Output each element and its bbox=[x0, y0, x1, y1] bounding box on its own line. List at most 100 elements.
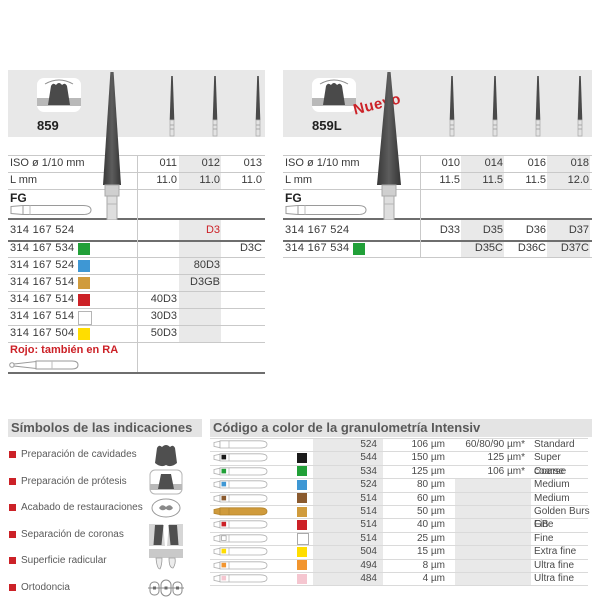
grit-row-divider bbox=[210, 585, 588, 587]
order-code: 314 167 534 bbox=[285, 242, 350, 254]
row-divider bbox=[283, 155, 592, 156]
grit-shank-icon bbox=[213, 493, 268, 502]
symbol-item: Acabado de restauraciones bbox=[8, 495, 202, 522]
red-bullet bbox=[9, 530, 16, 538]
grit-color-square bbox=[297, 479, 307, 490]
product-ref: D37C bbox=[560, 242, 589, 254]
symbol-label: Separación de coronas bbox=[21, 528, 124, 540]
grit-shank-icon bbox=[213, 467, 268, 476]
grit-row-divider bbox=[210, 478, 588, 480]
symbols-section: Símbolos de las indicaciones Preparación… bbox=[8, 419, 202, 600]
product-ref: 50D3 bbox=[150, 327, 177, 339]
symbols-section-title: Símbolos de las indicaciones bbox=[8, 419, 202, 437]
grit-shank-icon bbox=[213, 560, 268, 569]
grit-row-divider bbox=[210, 505, 588, 506]
grit-shank-icon bbox=[213, 440, 268, 449]
product-ref: D3 bbox=[205, 224, 220, 236]
length-value: 12.0 bbox=[567, 174, 589, 186]
product-ref: 80D3 bbox=[193, 259, 220, 271]
grit-grain-size: 4 µm bbox=[422, 573, 445, 584]
restoration-finishing-icon bbox=[148, 495, 184, 526]
grit-code: 524 bbox=[360, 479, 377, 491]
iso-row-label: ISO ø 1/10 mm bbox=[285, 157, 360, 169]
length-row-label: L mm bbox=[285, 174, 313, 186]
iso-row-label: ISO ø 1/10 mm bbox=[10, 157, 85, 169]
small-bur-image bbox=[535, 76, 541, 137]
grit-color-square bbox=[78, 293, 90, 306]
grit-equivalent-size: 125 µm* bbox=[487, 452, 525, 464]
grit-color-square bbox=[78, 259, 90, 272]
grit-row: 514 25 µm Fine bbox=[210, 532, 592, 546]
symbol-item: Preparación de prótesis bbox=[8, 469, 202, 496]
grit-grain-size: 25 µm bbox=[417, 532, 445, 544]
crown-separation-icon bbox=[148, 522, 184, 553]
grit-row-divider bbox=[210, 438, 588, 439]
grit-row: 524 106 µm 60/80/90 µm* Standard bbox=[210, 438, 592, 451]
grit-code: 494 bbox=[360, 559, 377, 571]
product-ref: D3GB bbox=[190, 276, 220, 288]
grit-code: 524 bbox=[360, 439, 377, 450]
column-divider bbox=[137, 155, 138, 372]
bur-image bbox=[377, 72, 401, 220]
product-ref: D3C bbox=[239, 242, 262, 254]
grit-color-square bbox=[297, 506, 307, 517]
grit-shank-icon bbox=[213, 480, 268, 489]
iso-value: 010 bbox=[441, 157, 460, 169]
grit-row: 514 40 µm Fine bbox=[210, 518, 592, 531]
symbol-label: Ortodoncia bbox=[21, 581, 70, 593]
grit-color-square bbox=[78, 276, 90, 289]
grit-name: Medium bbox=[534, 492, 570, 504]
grit-code: 514 bbox=[360, 532, 377, 544]
red-bullet bbox=[9, 583, 16, 591]
product-ref: D36 bbox=[525, 224, 546, 236]
grit-row: 534 125 µm 106 µm* Coarse bbox=[210, 465, 592, 478]
grit-name: Ultra fine bbox=[534, 573, 575, 584]
product-ref: D36C bbox=[517, 242, 546, 254]
product-ref: D35 bbox=[482, 224, 503, 236]
iso-value: 014 bbox=[484, 157, 503, 169]
grit-code: 544 bbox=[360, 452, 377, 464]
grit-grain-size: 8 µm bbox=[422, 559, 445, 571]
panel-title: 859 bbox=[37, 118, 59, 133]
row-divider bbox=[283, 172, 592, 173]
grit-color-square bbox=[297, 573, 307, 584]
grit-color-square bbox=[297, 452, 307, 463]
orthodontics-icon bbox=[148, 575, 184, 600]
row-divider bbox=[8, 308, 265, 309]
fg-shank-icon bbox=[10, 205, 92, 215]
grit-name: Standard bbox=[534, 439, 575, 450]
grit-grain-size: 80 µm bbox=[417, 479, 445, 491]
grit-equivalent-size: 106 µm* bbox=[487, 465, 525, 477]
tooth-prep-icon bbox=[312, 78, 356, 112]
grit-grain-size: 50 µm bbox=[417, 506, 445, 517]
grit-row-divider bbox=[210, 518, 588, 520]
grit-grain-size: 106 µm bbox=[411, 439, 445, 450]
grit-color-square bbox=[78, 310, 92, 325]
order-code: 314 167 524 bbox=[10, 224, 75, 236]
symbol-item: Preparación de cavidades bbox=[8, 442, 202, 469]
grit-row-divider bbox=[210, 491, 588, 493]
product-ref: 30D3 bbox=[150, 310, 177, 322]
symbol-item: Ortodoncia bbox=[8, 575, 202, 600]
order-code: 314 167 504 bbox=[10, 327, 75, 339]
grit-color-square bbox=[297, 560, 307, 571]
symbol-item: Separación de coronas bbox=[8, 522, 202, 549]
length-value: 11.0 bbox=[199, 174, 220, 186]
grit-row-divider bbox=[210, 558, 588, 560]
row-divider bbox=[8, 342, 265, 343]
symbol-item: Superficie radicular bbox=[8, 548, 202, 575]
symbol-label: Acabado de restauraciones bbox=[21, 502, 143, 513]
grit-color-square bbox=[78, 242, 90, 255]
grit-color-square bbox=[78, 327, 90, 340]
iso-value: 011 bbox=[159, 157, 177, 169]
order-code: 314 167 514 bbox=[10, 276, 75, 288]
grit-color-square bbox=[297, 519, 307, 530]
grit-name: Fine bbox=[534, 532, 554, 544]
grit-row-divider bbox=[210, 545, 588, 547]
grit-row-divider bbox=[210, 464, 588, 466]
product-ref: D33 bbox=[439, 224, 460, 236]
product-ref: 40D3 bbox=[150, 293, 177, 305]
ra-note: Rojo: también en RA bbox=[10, 344, 119, 356]
grit-row: 514 60 µm Medium bbox=[210, 492, 592, 505]
